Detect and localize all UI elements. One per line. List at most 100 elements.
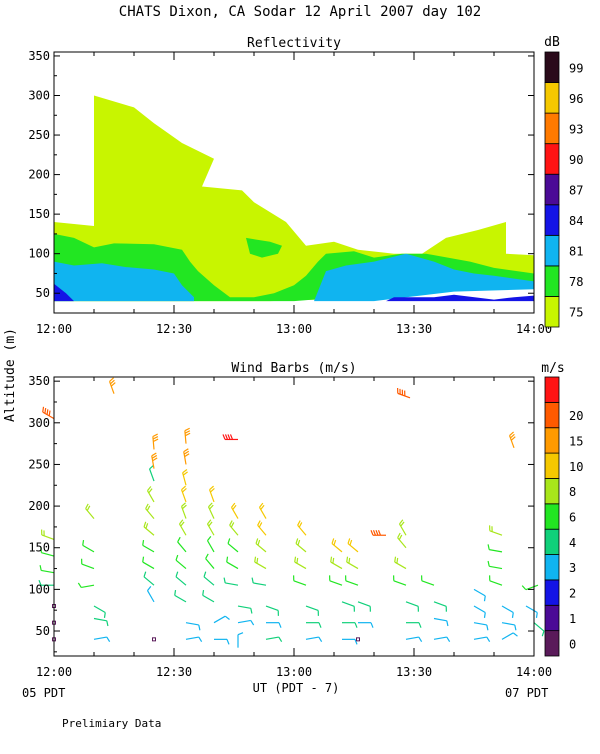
wind-barb (227, 557, 238, 569)
wind-barbs (39, 378, 544, 648)
reflectivity-colorbar-swatch (545, 113, 559, 144)
wind-barb (526, 606, 537, 618)
wind-barb (230, 521, 238, 536)
wind-barb (434, 637, 450, 642)
left-time-note: 05 PDT (22, 686, 65, 700)
wind-barb (214, 639, 229, 644)
wind-barb (83, 540, 94, 552)
wind-barb (153, 638, 156, 641)
wind-barb (148, 486, 155, 501)
wind-barb (186, 623, 200, 631)
wind-barb (203, 590, 214, 602)
wind-barb (306, 606, 318, 616)
wind-colorbar-label: 0 (569, 637, 576, 651)
wind-barb (143, 557, 154, 569)
wind-barb (42, 530, 54, 540)
wind-barb (358, 623, 373, 628)
wind-barb (228, 538, 238, 551)
wind-barb (406, 623, 421, 628)
reflectivity-colorbar-label: 90 (569, 153, 583, 167)
wind-barb (232, 503, 239, 518)
wind-barb (176, 555, 186, 568)
wind-colorbar-swatch (545, 377, 559, 402)
wind-colorbar-label: 8 (569, 485, 576, 499)
wind-barb (394, 575, 406, 585)
wind-barb (395, 557, 406, 569)
wind-barb (306, 623, 321, 628)
wind-colorbar-swatch (545, 428, 559, 453)
wind-barb (186, 637, 202, 642)
right-time-note: 07 PDT (505, 686, 548, 700)
reflectivity-ytick-label: 200 (28, 168, 50, 182)
x-tick-label: 14:00 (516, 665, 552, 679)
x-tick-label: 13:30 (396, 322, 432, 336)
reflectivity-ytick-label: 350 (28, 49, 50, 63)
wind-barb (474, 589, 485, 601)
wind-barb (266, 606, 278, 616)
wind-barb (256, 538, 266, 551)
reflectivity-colorbar-swatch (545, 144, 559, 175)
wind-barb (255, 557, 266, 569)
footer-note: Prelimiary Data (62, 717, 161, 730)
wind-ytick-label: 50 (36, 624, 50, 638)
wind-ytick-label: 150 (28, 541, 50, 555)
wind-barb (434, 602, 446, 612)
wind-colorbar-label: 1 (569, 612, 576, 626)
wind-barb (210, 486, 215, 502)
wind-barb (534, 623, 544, 636)
panel1-title: Reflectivity (247, 36, 341, 51)
wind-barb (238, 633, 243, 648)
wind-barb (238, 606, 252, 614)
panel1-colorbar-label: dB (544, 35, 560, 50)
y-axis-label: Altitude (m) (3, 328, 18, 422)
reflectivity-colorbar-label: 81 (569, 245, 583, 259)
wind-barb (223, 434, 238, 439)
wind-colorbar-label: 6 (569, 511, 576, 525)
wind-barb (342, 639, 357, 644)
wind-barb (502, 633, 517, 640)
wind-barb (266, 623, 281, 628)
panel2-colorbar-label: m/s (541, 361, 564, 376)
wind-colorbar-swatch (545, 529, 559, 554)
wind-barb (434, 619, 448, 627)
wind-barb (346, 575, 358, 585)
wind-barb (178, 537, 186, 552)
wind-barb (502, 623, 516, 631)
wind-barb (296, 538, 306, 551)
wind-barb (342, 602, 354, 612)
reflectivity-colorbar-label: 87 (569, 184, 583, 198)
wind-barb (347, 557, 358, 569)
wind-barb (474, 637, 490, 642)
reflectivity-contours (54, 96, 534, 302)
x-tick-label: 13:00 (276, 665, 312, 679)
wind-barb (488, 561, 502, 569)
wind-barb (398, 388, 410, 398)
x-tick-label: 12:30 (156, 665, 192, 679)
wind-barb (148, 586, 155, 601)
wind-barb (185, 428, 190, 443)
wind-barb (260, 503, 267, 518)
wind-barb (184, 449, 189, 465)
x-tick-label: 12:00 (36, 322, 72, 336)
wind-colorbar-label: 15 (569, 434, 583, 448)
wind-barb (258, 521, 266, 536)
wind-barb (209, 503, 214, 519)
reflectivity-colorbar-label: 96 (569, 92, 583, 106)
wind-barb (182, 486, 187, 502)
x-axis-label: UT (PDT - 7) (253, 681, 340, 695)
wind-colorbar-swatch (545, 605, 559, 630)
wind-barb (86, 504, 94, 519)
wind-barb (238, 620, 254, 625)
x-tick-label: 13:00 (276, 322, 312, 336)
wind-barb (252, 578, 266, 586)
reflectivity-ytick-label: 100 (28, 247, 50, 261)
reflectivity-ytick-label: 250 (28, 128, 50, 142)
wind-barb (224, 578, 238, 586)
wind-barb (357, 638, 360, 641)
reflectivity-colorbar-swatch (545, 174, 559, 205)
wind-barb (204, 572, 214, 585)
wind-barb (295, 557, 306, 569)
wind-barb (331, 557, 342, 569)
